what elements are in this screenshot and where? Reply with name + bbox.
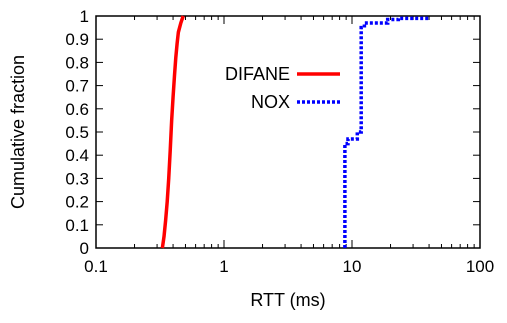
legend: DIFANE NOX <box>225 64 340 112</box>
x-axis-title: RTT (ms) <box>250 290 325 310</box>
y-tick-label: 0.7 <box>65 77 89 96</box>
y-tick-label: 1 <box>80 7 89 26</box>
y-tick-label: 0.8 <box>65 53 89 72</box>
x-tick-label: 10 <box>343 257 362 276</box>
x-tick-label: 1 <box>219 257 228 276</box>
y-tick-label: 0.6 <box>65 100 89 119</box>
y-tick-label: 0.2 <box>65 193 89 212</box>
plot-frame <box>95 15 481 249</box>
x-tick-label: 100 <box>466 257 494 276</box>
y-tick-label: 0.4 <box>65 146 89 165</box>
x-axis-ticks: 0.1 1 10 100 <box>84 16 494 276</box>
legend-label: NOX <box>251 92 290 112</box>
y-tick-label: 0.5 <box>65 123 89 142</box>
y-axis-title: Cumulative fraction <box>8 55 28 209</box>
y-axis-ticks: 0 0.1 0.2 0.3 0.4 0.5 0.6 0.7 0.8 0.9 1 <box>65 7 480 258</box>
series-layer <box>160 15 430 249</box>
series-line-nox <box>343 16 430 248</box>
y-tick-label: 0 <box>80 239 89 258</box>
y-tick-label: 0.1 <box>65 216 89 235</box>
y-tick-label: 0.9 <box>65 30 89 49</box>
series-line-difane <box>160 15 185 249</box>
y-tick-label: 0.3 <box>65 169 89 188</box>
x-tick-label: 0.1 <box>84 257 108 276</box>
legend-label: DIFANE <box>225 64 290 84</box>
